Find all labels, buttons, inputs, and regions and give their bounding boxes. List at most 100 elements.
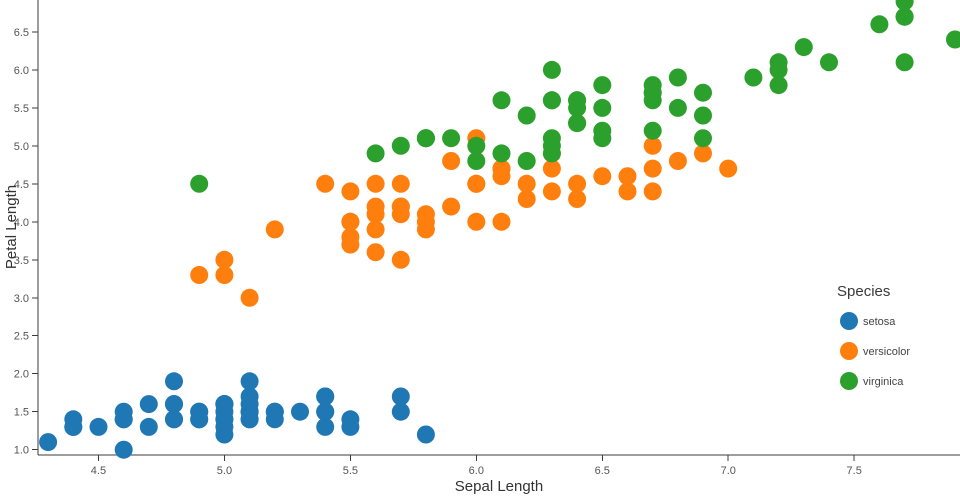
data-point-versicolor	[341, 235, 360, 254]
data-point-versicolor	[467, 174, 486, 193]
data-point-versicolor	[492, 212, 511, 231]
data-point-virginica	[668, 98, 687, 117]
data-point-setosa	[265, 402, 284, 421]
data-point-versicolor	[467, 212, 486, 231]
data-point-setosa	[165, 372, 183, 391]
x-tick-label: 6.0	[469, 465, 484, 477]
data-point-versicolor	[492, 167, 511, 186]
legend-item-virginica[interactable]: virginica	[840, 372, 904, 390]
data-point-virginica	[820, 53, 838, 72]
y-tick-label: 5.5	[14, 103, 29, 115]
data-point-virginica	[190, 174, 209, 193]
data-point-virginica	[542, 136, 561, 155]
data-point-virginica	[593, 76, 612, 95]
data-point-virginica	[391, 136, 410, 155]
data-point-setosa	[139, 417, 158, 436]
y-tick-label: 1.5	[14, 407, 29, 419]
y-tick-label: 3.0	[14, 293, 29, 305]
data-point-virginica	[895, 53, 914, 72]
data-point-setosa	[139, 395, 158, 414]
legend-item-label: versicolor	[863, 346, 910, 358]
data-point-setosa	[416, 425, 435, 444]
data-point-setosa	[391, 402, 410, 421]
data-point-versicolor	[442, 197, 461, 216]
data-point-virginica	[769, 76, 788, 95]
y-tick-label: 5.0	[14, 141, 29, 153]
data-point-setosa	[316, 417, 335, 436]
x-tick-label: 5.5	[343, 465, 358, 477]
data-point-virginica	[668, 68, 687, 87]
data-point-versicolor	[643, 136, 662, 155]
data-point-virginica	[416, 129, 435, 148]
data-point-versicolor	[215, 266, 234, 284]
data-point-versicolor	[366, 243, 385, 262]
x-tick-label: 4.5	[91, 465, 106, 477]
data-point-versicolor	[442, 152, 461, 170]
data-point-versicolor	[643, 159, 662, 178]
data-point-setosa	[391, 387, 410, 406]
data-point-versicolor	[391, 205, 410, 224]
data-point-versicolor	[366, 174, 385, 193]
legend-items: setosa versicolor virginica	[840, 312, 910, 390]
data-point-setosa	[291, 402, 309, 421]
data-point-setosa	[39, 433, 58, 452]
data-point-virginica	[744, 68, 763, 87]
data-point-versicolor	[341, 182, 360, 201]
legend-item-label: virginica	[863, 376, 904, 388]
axes-layer: 4.5 5.0 5.5 6.0 6.5 7.0 7.5 1.0 1.5 2.0 2.5 3.0 3.5 4…	[14, 0, 960, 477]
data-point-versicolor	[366, 197, 385, 216]
data-point-virginica	[794, 38, 813, 57]
data-point-virginica	[442, 129, 461, 148]
data-point-versicolor	[416, 212, 435, 231]
legend-item-label: setosa	[863, 316, 896, 328]
data-point-virginica	[870, 15, 889, 34]
legend-item-setosa[interactable]: setosa	[840, 312, 896, 330]
legend-swatch-virginica	[840, 372, 858, 390]
data-point-versicolor	[391, 174, 410, 193]
data-point-versicolor	[215, 250, 234, 269]
data-point-versicolor	[568, 190, 587, 208]
data-point-versicolor	[694, 144, 712, 163]
y-tick-label: 6.0	[14, 65, 29, 77]
data-point-versicolor	[517, 174, 536, 193]
data-point-setosa	[240, 395, 259, 414]
x-tick-label: 5.0	[217, 465, 232, 477]
data-point-versicolor	[618, 182, 637, 201]
data-point-setosa	[215, 395, 234, 414]
data-point-setosa	[341, 417, 360, 436]
data-point-virginica	[643, 83, 662, 102]
data-point-virginica	[517, 152, 536, 170]
data-point-setosa	[316, 387, 335, 406]
data-point-virginica	[542, 60, 561, 79]
x-tick-label: 7.5	[847, 465, 862, 477]
legend-swatch-versicolor	[840, 342, 858, 360]
data-point-setosa	[165, 395, 183, 414]
data-point-virginica	[643, 121, 662, 140]
x-tick-label: 7.0	[721, 465, 736, 477]
legend: Species setosa versicolor virginica	[837, 283, 910, 390]
y-tick-label: 3.5	[14, 255, 29, 267]
data-point-virginica	[568, 98, 587, 117]
data-point-versicolor	[542, 159, 561, 178]
data-point-versicolor	[517, 190, 536, 208]
data-point-setosa	[316, 402, 335, 421]
y-tick-label: 2.5	[14, 331, 29, 343]
legend-swatch-setosa	[840, 312, 858, 330]
data-point-versicolor	[719, 159, 738, 178]
data-point-virginica	[593, 121, 612, 140]
legend-title: Species	[837, 283, 890, 300]
data-point-setosa	[114, 440, 133, 459]
data-point-virginica	[517, 106, 536, 125]
data-point-setosa	[89, 417, 108, 436]
data-point-virginica	[694, 106, 712, 125]
data-point-versicolor	[391, 250, 410, 269]
data-point-virginica	[946, 30, 960, 49]
y-tick-label: 1.0	[14, 445, 29, 457]
data-point-versicolor	[542, 182, 561, 201]
legend-item-versicolor[interactable]: versicolor	[840, 342, 910, 360]
data-point-setosa	[165, 410, 183, 429]
data-point-setosa	[190, 410, 209, 429]
data-point-virginica	[694, 83, 712, 102]
